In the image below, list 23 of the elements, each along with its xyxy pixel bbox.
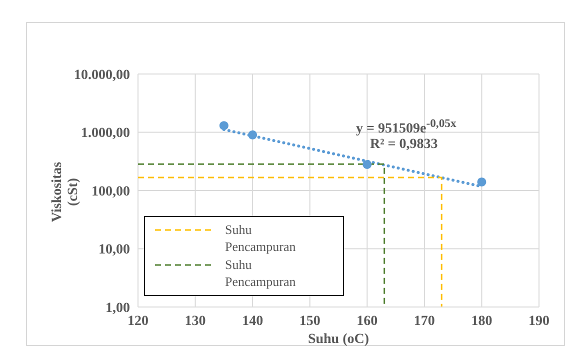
annotation: R² = 0,9833 — [370, 137, 438, 153]
y-tick-label: 10,00 — [98, 242, 130, 258]
y-tick-label: 100,00 — [92, 184, 130, 200]
x-tick-label: 120 — [128, 314, 148, 329]
point — [362, 160, 372, 169]
legend-label: Suhu Pencampuran — [225, 221, 297, 255]
x-tick-label: 190 — [528, 314, 550, 329]
x-tick-label: 160 — [356, 314, 378, 329]
y-tick-label: 1.000,00 — [81, 126, 130, 142]
x-tick-label: 130 — [184, 314, 206, 329]
x-tick-label: 150 — [299, 314, 320, 329]
legend-label: Suhu Pencampuran — [225, 256, 297, 290]
point — [248, 130, 258, 140]
annotation: y = 951509e$^{-0,05x}$ — [356, 117, 456, 138]
y-tick-label: 1,00 — [106, 300, 130, 316]
x-tick-label: 140 — [242, 314, 264, 329]
x-axis-title: Suhu (oC) — [308, 332, 370, 347]
y-axis-title: Viskositas (cSt) — [50, 160, 82, 224]
point — [219, 121, 228, 130]
x-tick-label: 180 — [471, 314, 492, 329]
point — [477, 177, 486, 186]
y-tick-label: 10.000,00 — [74, 68, 130, 83]
x-tick-label: 170 — [414, 314, 435, 329]
